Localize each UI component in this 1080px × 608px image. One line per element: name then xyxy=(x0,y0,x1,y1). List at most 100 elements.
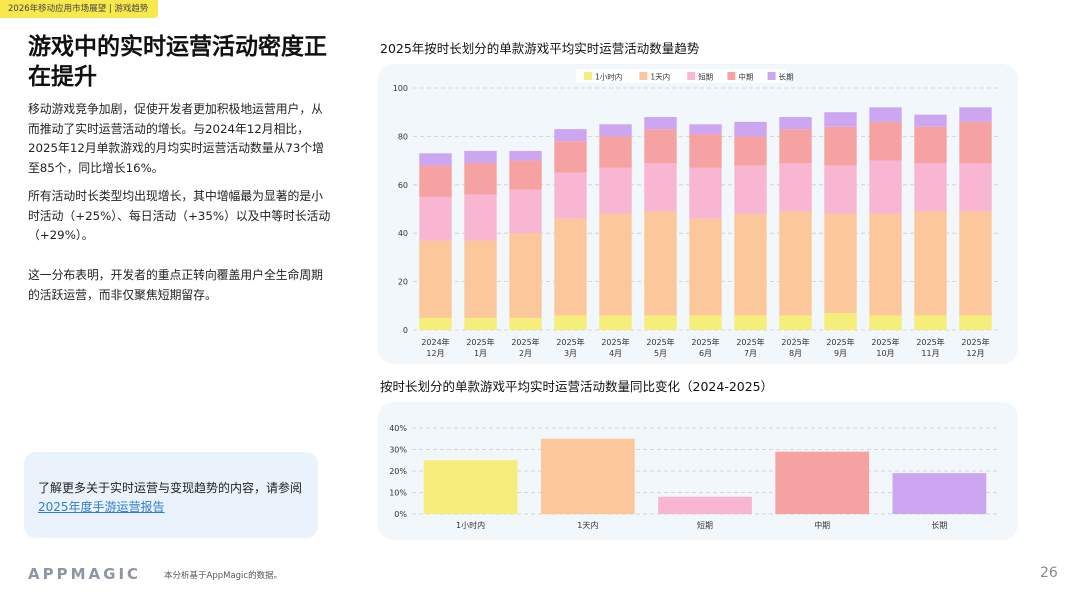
x-tick-label: 2025年 xyxy=(961,337,989,347)
bar xyxy=(423,460,518,514)
x-tick-label: 2月 xyxy=(519,349,532,358)
x-tick-label: 8月 xyxy=(789,349,802,358)
paragraph-3: 这一分布表明，开发者的重点正转向覆盖用户全生命周期的活跃运营，而非仅聚焦短期留存… xyxy=(28,268,323,302)
bar-segment xyxy=(689,218,722,316)
bar-segment xyxy=(914,114,947,127)
x-tick-label: 6月 xyxy=(699,349,712,358)
y-tick-label: 40% xyxy=(389,424,407,433)
bar-segment xyxy=(464,194,497,241)
legend-label: 1天内 xyxy=(650,72,670,82)
bar-segment xyxy=(599,124,632,137)
legend-label: 短期 xyxy=(698,72,713,82)
x-tick-label: 2025年 xyxy=(511,337,539,347)
y-tick-label: 10% xyxy=(389,489,407,498)
stacked-bar-chart: 1小时内 1天内 短期 中期 长期 0 20 40 60 80 100 2024年 12月 2025年 1月… xyxy=(393,69,998,358)
y-tick-label: 0% xyxy=(394,510,407,519)
bar-segment xyxy=(689,315,722,330)
bar-segment xyxy=(644,117,677,130)
bar xyxy=(540,438,635,514)
x-tick-label: 7月 xyxy=(744,349,757,358)
bar-segment xyxy=(959,121,992,164)
report-link[interactable]: 2025年度手游运营报告 xyxy=(38,500,165,514)
bar-segment xyxy=(419,317,452,330)
paragraph-2: 所有活动时长类型均出现增长，其中增幅最为显著的是小时活动（+25%）、每日活动（… xyxy=(28,189,331,242)
y-tick-label: 0 xyxy=(403,326,408,335)
bar-segment xyxy=(779,211,812,316)
bar-segment xyxy=(734,315,767,330)
bar-segment xyxy=(419,196,452,241)
x-tick-label: 长期 xyxy=(931,520,947,530)
bar-segment xyxy=(464,150,497,164)
bar-segment xyxy=(779,315,812,330)
yoy-bar-chart: 0% 10% 20% 30% 40% 1小时内 1天内 短期 中期 长期 xyxy=(389,424,998,530)
bar-segment xyxy=(734,213,767,316)
bar-segment xyxy=(824,313,857,330)
bar-segment xyxy=(914,315,947,330)
y-tick-label: 20% xyxy=(389,467,407,476)
bar-segment xyxy=(824,213,857,314)
bar-segment xyxy=(869,213,902,316)
bar-segment xyxy=(599,167,632,214)
bar xyxy=(892,473,987,514)
bar-segment xyxy=(644,211,677,316)
bar-segment xyxy=(869,315,902,330)
x-tick-label: 2025年 xyxy=(601,337,629,347)
y-tick-label: 80 xyxy=(398,132,408,141)
bar-segment xyxy=(644,163,677,212)
bar-segment xyxy=(509,233,542,318)
x-tick-label: 2025年 xyxy=(646,337,674,347)
y-tick-label: 100 xyxy=(393,84,408,93)
bar-segment xyxy=(959,315,992,330)
bar-segment xyxy=(554,218,587,316)
page-title: 游戏中的实时运营活动密度正在提升 xyxy=(28,34,327,90)
x-tick-label: 1月 xyxy=(474,349,487,358)
bar-segment xyxy=(464,163,497,195)
bar-segment xyxy=(509,150,542,161)
bar-segment xyxy=(644,129,677,164)
bar xyxy=(775,451,870,514)
bar-segment xyxy=(824,112,857,127)
bar-segment xyxy=(734,121,767,137)
x-tick-label: 9月 xyxy=(834,349,847,358)
bar-segment xyxy=(509,189,542,234)
legend-swatch xyxy=(687,72,696,80)
header-tag: 2026年移动应用市场展望 | 游戏趋势 xyxy=(0,0,159,18)
bar-segment xyxy=(554,315,587,330)
x-tick-label: 2025年 xyxy=(556,337,584,347)
bar-segment xyxy=(779,117,812,130)
bar-segment xyxy=(689,133,722,168)
x-tick-label: 2025年 xyxy=(916,337,944,347)
x-tick-label: 12月 xyxy=(426,349,444,358)
bar-segment xyxy=(869,160,902,214)
y-tick-label: 40 xyxy=(398,229,408,238)
bar-segment xyxy=(554,129,587,142)
legend-swatch xyxy=(727,72,736,80)
chart2-panel: 0% 10% 20% 30% 40% 1小时内 1天内 短期 中期 长期 xyxy=(378,402,1018,540)
x-tick-label: 5月 xyxy=(654,349,667,358)
bar-segment xyxy=(419,153,452,166)
page-number: 26 xyxy=(1040,565,1058,581)
bar-segment xyxy=(779,163,812,212)
x-tick-label: 2025年 xyxy=(691,337,719,347)
legend-swatch xyxy=(639,72,648,80)
bar-segment xyxy=(599,136,632,168)
legend-label: 中期 xyxy=(738,72,753,82)
cta-box: 了解更多关于实时运营与变现趋势的内容，请参阅 2025年度手游运营报告 xyxy=(24,452,318,538)
x-tick-label: 短期 xyxy=(697,520,713,530)
bar-segment xyxy=(779,129,812,164)
y-tick-label: 20 xyxy=(398,278,408,287)
legend-swatch xyxy=(584,72,592,80)
bar-segment xyxy=(554,141,587,173)
legend-swatch xyxy=(767,72,776,80)
x-tick-label: 1天内 xyxy=(577,520,598,530)
bar-segment xyxy=(734,165,767,214)
x-tick-label: 2025年 xyxy=(871,337,899,347)
bar xyxy=(658,496,752,514)
x-tick-label: 12月 xyxy=(966,349,984,358)
legend-label: 长期 xyxy=(779,72,794,82)
bar-segment xyxy=(959,163,992,212)
bar-segment xyxy=(914,211,947,316)
x-tick-label: 4月 xyxy=(609,349,622,358)
bar-segment xyxy=(914,126,947,164)
bar-segment xyxy=(419,240,452,318)
